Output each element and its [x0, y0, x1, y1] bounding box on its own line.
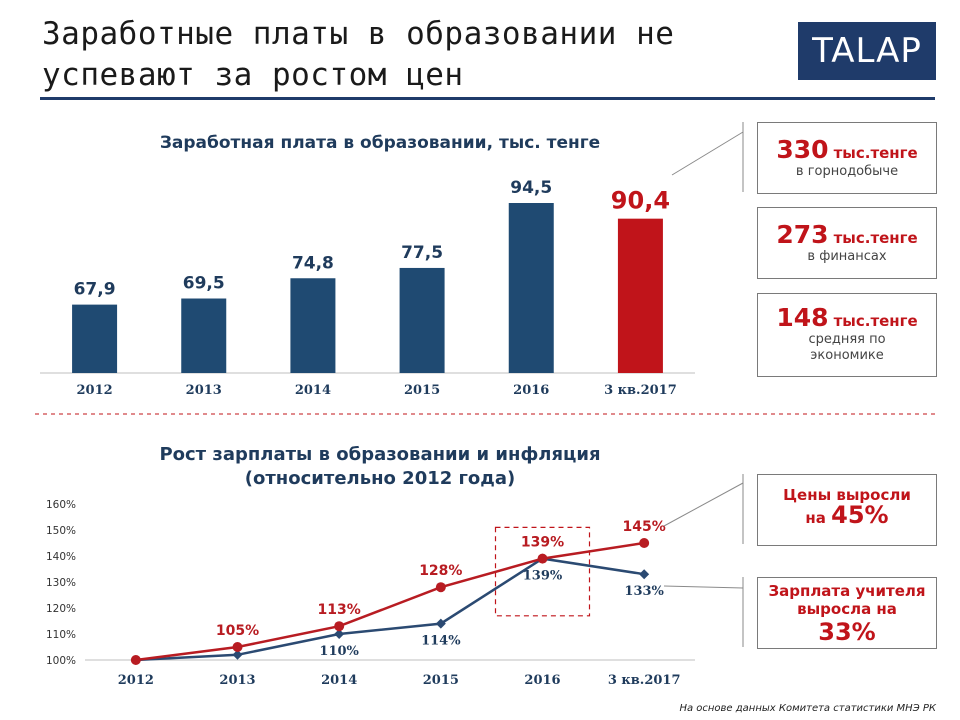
- line-category-label: 2016: [524, 673, 560, 688]
- callout-salary: Зарплата учителя выросла на 33%: [757, 577, 937, 649]
- finance-unit: тыс.тенге: [833, 229, 918, 247]
- talap-logo: TALAP: [798, 22, 936, 80]
- bar-2014: [290, 278, 336, 373]
- pointer-mining: [671, 131, 744, 176]
- pointer-prices: [663, 482, 744, 527]
- source-note: На основе данных Комитета статистики МНЭ…: [679, 703, 936, 714]
- bar-value-label: 74,8: [292, 253, 334, 273]
- bar-category-label: 2015: [404, 383, 440, 398]
- prices-label: 113%: [318, 602, 361, 618]
- finance-desc: в финансах: [807, 249, 887, 264]
- prices-point: [232, 642, 243, 652]
- bar-value-label: 94,5: [510, 178, 552, 198]
- line-chart-title: Рост зарплаты в образовании и инфляция (…: [40, 443, 720, 491]
- callout-connectors: [663, 122, 744, 647]
- y-tick-label: 160%: [46, 499, 76, 511]
- page-title: Заработные платы в образовании не успева…: [42, 16, 675, 93]
- bar-2015: [399, 267, 445, 373]
- bar-chart-title: Заработная плата в образовании, тыс. тен…: [159, 133, 601, 153]
- prices-label: 105%: [216, 623, 259, 639]
- prices-value: 45%: [831, 501, 889, 529]
- pointer-salary: [663, 585, 744, 589]
- y-tick-label: 130%: [46, 577, 76, 589]
- bar-value-label: 67,9: [74, 280, 116, 300]
- prices-point: [537, 553, 548, 564]
- salary-label: 139%: [523, 569, 563, 584]
- prices-text: Цены выросли на: [783, 486, 911, 527]
- salary-label: 133%: [624, 584, 664, 599]
- prices-point: [435, 582, 446, 593]
- economy-unit: тыс.тенге: [833, 312, 918, 330]
- bar-category-label: 2013: [186, 383, 222, 398]
- prices-label: 139%: [521, 535, 564, 551]
- callout-economy: 148 тыс.тенге средняя по экономике: [757, 293, 937, 377]
- y-tick-label: 100%: [46, 655, 76, 667]
- prices-label: 128%: [419, 563, 462, 579]
- y-tick-label: 140%: [46, 551, 76, 563]
- mining-unit: тыс.тенге: [833, 144, 918, 162]
- y-tick-label: 120%: [46, 603, 76, 615]
- y-tick-label: 150%: [46, 525, 76, 537]
- highlight-box-2016: [494, 526, 591, 617]
- economy-desc: средняя по экономике: [808, 332, 886, 363]
- salary-point: [639, 569, 650, 580]
- salary-point: [435, 618, 446, 629]
- mining-value: 330: [776, 135, 829, 164]
- bar-2013: [181, 298, 227, 373]
- finance-value: 273: [776, 220, 829, 249]
- bar-2012: [72, 304, 118, 373]
- title-divider: [40, 97, 935, 100]
- line-category-label: 2015: [423, 673, 459, 688]
- prices-point: [334, 621, 345, 632]
- line-category-label: 3 кв.2017: [608, 673, 681, 688]
- line-category-label: 2012: [118, 673, 154, 688]
- bar-category-label: 2012: [76, 383, 112, 398]
- prices-point: [639, 538, 650, 548]
- bar-chart: 67,9 2012 69,5 2013 74,8 2014 77,5 2015 94,5 2016…: [40, 178, 695, 398]
- line-chart-subtitle: (относительно 2012 года): [244, 468, 516, 489]
- bar-value-label: 90,4: [611, 187, 670, 215]
- salary-value: 33%: [818, 618, 876, 646]
- prices-point: [130, 655, 141, 665]
- salary-label: 110%: [319, 644, 359, 659]
- line-chart-title-main: Рост зарплаты в образовании и инфляция: [159, 444, 601, 465]
- bar-2016: [508, 203, 554, 373]
- line-chart: 100% 110% 120% 130% 140% 150% 160% 2012 2013 2014…: [46, 499, 695, 688]
- bar-category-label: 2016: [513, 383, 549, 398]
- salary-line: [135, 557, 645, 662]
- y-tick-label: 110%: [46, 629, 76, 641]
- callout-mining: 330 тыс.тенге в горнодобыче: [757, 122, 937, 194]
- prices-label: 145%: [623, 519, 666, 535]
- callout-prices: Цены выросли на 45%: [757, 474, 937, 546]
- salary-text: Зарплата учителя выросла на: [768, 582, 926, 618]
- bar-category-label: 3 кв.2017: [604, 383, 677, 398]
- salary-point: [334, 629, 345, 639]
- line-category-label: 2013: [219, 673, 255, 688]
- bar-3 кв.2017: [617, 218, 663, 373]
- bar-category-label: 2014: [295, 383, 331, 398]
- line-category-label: 2014: [321, 673, 357, 688]
- mining-desc: в горнодобыче: [795, 164, 899, 179]
- bar-value-label: 77,5: [401, 243, 443, 263]
- salary-label: 114%: [421, 634, 461, 649]
- salary-point: [232, 649, 243, 660]
- callout-finance: 273 тыс.тенге в финансах: [757, 207, 937, 279]
- economy-value: 148: [776, 303, 829, 332]
- prices-line: [135, 541, 645, 662]
- bar-value-label: 69,5: [183, 274, 225, 294]
